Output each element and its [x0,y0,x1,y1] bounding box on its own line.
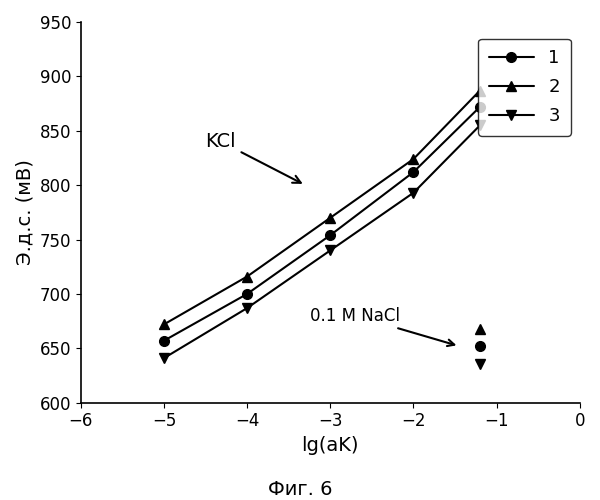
1 [410,169,417,175]
Line: 1: 1 [159,102,485,346]
1 [244,291,251,297]
2 [244,274,251,280]
1 [326,232,334,238]
Text: KCl: KCl [206,132,301,183]
2 [476,88,484,94]
3 [244,305,251,311]
Legend: 1, 2, 3: 1, 2, 3 [478,38,571,136]
1 [476,104,484,110]
Y-axis label: Э.д.с. (мВ): Э.д.с. (мВ) [15,160,34,266]
Text: Фиг. 6: Фиг. 6 [268,480,332,499]
Text: 0.1 M NaCl: 0.1 M NaCl [310,306,454,346]
3 [410,190,417,196]
Line: 3: 3 [159,120,485,363]
2 [326,215,334,221]
2 [160,322,167,328]
1 [160,338,167,344]
X-axis label: lg(aK): lg(aK) [302,436,359,455]
2 [410,156,417,162]
3 [160,355,167,361]
3 [476,122,484,128]
3 [326,248,334,254]
Line: 2: 2 [159,86,485,330]
